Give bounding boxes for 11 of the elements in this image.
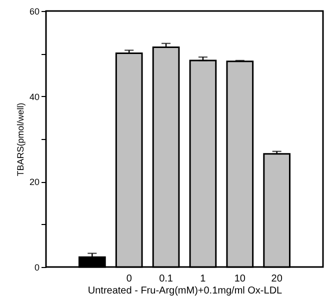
x-axis-title: Untreated - Fru-Arg(mM)+0.1mg/ml Ox-LDL bbox=[88, 286, 283, 296]
y-tick-label: 20 bbox=[29, 177, 40, 188]
y-tick-label: 60 bbox=[29, 6, 40, 16]
y-tick-label: 40 bbox=[29, 92, 40, 102]
y-axis-title: TBARS(pmol/well) bbox=[15, 102, 26, 176]
x-tick-label: 0.1 bbox=[159, 274, 174, 284]
x-tick-label: 10 bbox=[234, 274, 246, 284]
y-tick-label: 0 bbox=[34, 262, 40, 272]
x-tick-label: 0 bbox=[126, 274, 132, 284]
x-tick-label: 1 bbox=[200, 274, 206, 284]
x-tick-label: 20 bbox=[271, 274, 283, 284]
